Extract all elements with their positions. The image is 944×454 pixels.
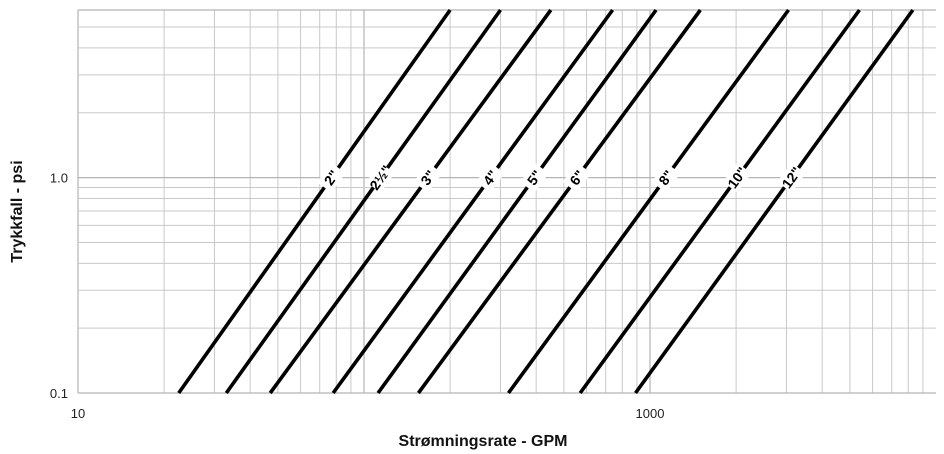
series-line (376, 8, 658, 395)
series-line (416, 8, 702, 395)
series-label-bg (520, 162, 549, 193)
series-lines (177, 8, 915, 395)
series-line (331, 8, 615, 395)
x-tick-label: 10 (71, 406, 85, 421)
series-label-bg (317, 162, 346, 193)
y-tick-label: 1.0 (50, 171, 68, 186)
grid (77, 9, 936, 394)
series-label-bg (562, 162, 592, 193)
series-label-bg (651, 162, 681, 193)
y-axis-title: Trykkfall - psi (9, 160, 26, 262)
series-label-bg (475, 162, 505, 193)
series-line (224, 8, 502, 395)
y-tick-label: 0.1 (50, 386, 68, 401)
x-axis-title: Strømningsrate - GPM (399, 433, 568, 450)
series-label-bg (413, 162, 443, 193)
series-line (177, 8, 452, 395)
x-tick-label: 1000 (636, 406, 665, 421)
series-line (578, 8, 861, 395)
series-label-bg (366, 162, 395, 193)
series-line (507, 8, 790, 395)
tick-labels: 10 1000 0.1 1.0 (50, 171, 665, 421)
series-label-bg (722, 162, 752, 193)
series-label-bg (777, 162, 806, 193)
series-labels: 2" 2½" 3" 4" 5" 6" 8" 10" 12" (317, 162, 806, 193)
series-line (634, 8, 915, 395)
series-line (268, 8, 553, 395)
